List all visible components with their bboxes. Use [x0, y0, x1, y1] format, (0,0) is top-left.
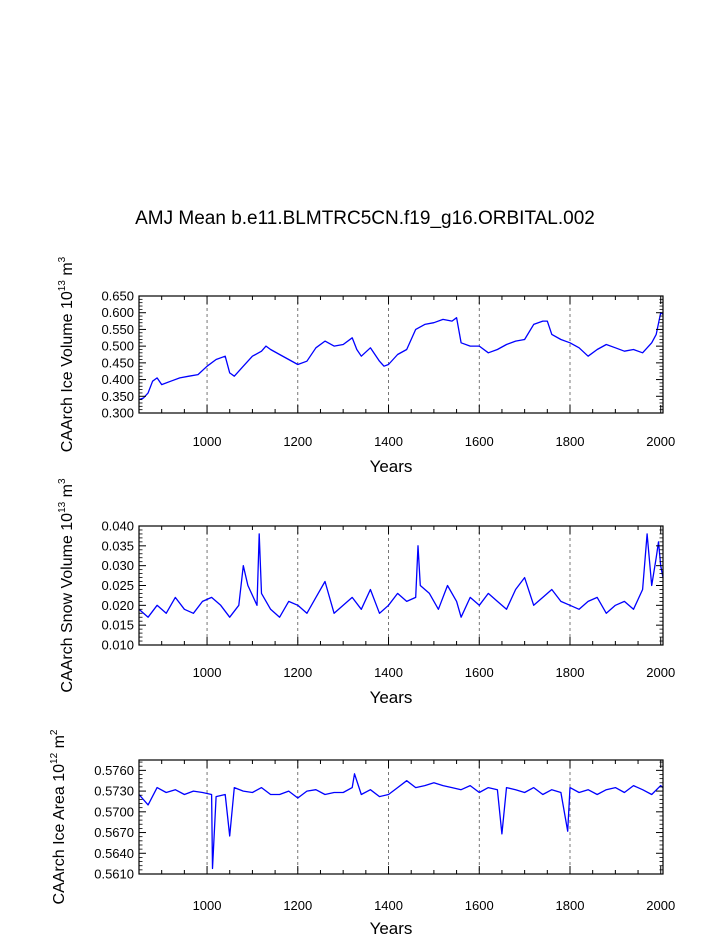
- plot-frame: [138, 525, 664, 646]
- plot-frame: [138, 295, 664, 414]
- y-tick-label: 0.5610: [94, 867, 134, 882]
- y-tick-label: 0.5700: [94, 804, 134, 819]
- y-axis-label-exponent: 13: [57, 280, 68, 292]
- y-tick-label: 0.010: [101, 638, 134, 653]
- y-tick-label: 0.400: [101, 372, 134, 387]
- y-axis-label-part: CAArch Ice Area 10: [51, 764, 68, 905]
- y-tick-label: 0.015: [101, 618, 134, 633]
- x-tick-label: 2000: [646, 665, 675, 680]
- y-axis-label-exponent: 3: [57, 256, 68, 262]
- y-tick-label: 0.5760: [94, 763, 134, 778]
- y-axis-label-exponent: 2: [49, 729, 60, 735]
- x-tick-label: 1200: [283, 434, 312, 449]
- y-tick-label: 0.020: [101, 598, 134, 613]
- y-tick-label: 0.040: [101, 519, 134, 534]
- y-tick-label: 0.5670: [94, 825, 134, 840]
- y-axis-label-part: CAArch Ice Volume 10: [59, 291, 76, 452]
- y-tick-label: 0.025: [101, 578, 134, 593]
- x-tick-label: 2000: [646, 434, 675, 449]
- plot-frame: [138, 759, 664, 875]
- x-tick-label: 1400: [374, 898, 403, 913]
- x-tick-label: 1800: [556, 434, 585, 449]
- x-axis-label: Years: [370, 919, 413, 935]
- y-axis-label-exponent: 3: [57, 478, 68, 484]
- x-tick-label: 1200: [283, 898, 312, 913]
- y-tick-label: 0.600: [101, 305, 134, 320]
- y-axis-label-part: CAArch Snow Volume 10: [59, 513, 76, 693]
- x-tick-label: 1000: [193, 898, 222, 913]
- data-line: [138, 533, 664, 618]
- y-axis-label-exponent: 12: [49, 752, 60, 764]
- x-tick-label: 2000: [646, 898, 675, 913]
- y-axis-label-part: m: [51, 735, 68, 753]
- y-axis-label: CAArch Ice Volume 1013 m3: [57, 256, 76, 452]
- y-axis-label-part: m: [59, 484, 76, 502]
- y-tick-label: 0.300: [101, 406, 134, 421]
- x-tick-label: 1600: [465, 434, 494, 449]
- y-tick-label: 0.450: [101, 355, 134, 370]
- figure-title: AMJ Mean b.e11.BLMTRC5CN.f19_g16.ORBITAL…: [135, 208, 595, 229]
- y-axis-label-exponent: 13: [57, 501, 68, 513]
- data-line: [138, 312, 664, 401]
- y-tick-label: 0.550: [101, 322, 134, 337]
- y-tick-label: 0.500: [101, 339, 134, 354]
- chart-panel-2: 0.010 0.015 0.020 0.025 0.030 0.035 0.040 1000 1…: [57, 478, 675, 707]
- x-tick-label: 1800: [556, 898, 585, 913]
- y-axis-label-part: m: [59, 262, 76, 280]
- x-tick-label: 1400: [374, 434, 403, 449]
- y-tick-label: 0.350: [101, 389, 134, 404]
- y-tick-label: 0.030: [101, 558, 134, 573]
- y-axis-label: CAArch Snow Volume 1013 m3: [57, 478, 76, 693]
- x-axis-label: Years: [370, 688, 413, 707]
- x-tick-label: 1200: [283, 665, 312, 680]
- x-tick-label: 1000: [193, 665, 222, 680]
- y-tick-label: 0.650: [101, 289, 134, 304]
- chart-panel-3: 0.5610 0.5640 0.5670 0.5700 0.5730 0.5760 1000…: [49, 729, 675, 935]
- y-tick-label: 0.035: [101, 538, 134, 553]
- x-tick-label: 1600: [465, 665, 494, 680]
- y-tick-label: 0.5640: [94, 846, 134, 861]
- x-tick-label: 1800: [556, 665, 585, 680]
- x-tick-label: 1600: [465, 898, 494, 913]
- x-tick-label: 1000: [193, 434, 222, 449]
- y-axis-label: CAArch Ice Area 1012 m2: [49, 729, 68, 904]
- y-tick-label: 0.5730: [94, 784, 134, 799]
- x-tick-label: 1400: [374, 665, 403, 680]
- data-line: [138, 773, 664, 870]
- x-axis-label: Years: [370, 457, 413, 476]
